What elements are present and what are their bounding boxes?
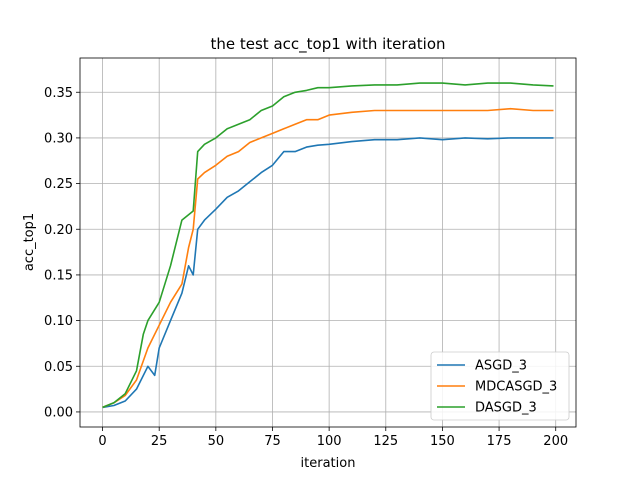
legend-label: MDCASGD_3: [475, 380, 557, 395]
y-tick-label: 0.25: [44, 177, 73, 192]
y-tick-label: 0.30: [44, 131, 73, 146]
x-axis-ticks: 0 25 50 75 100 125 150 175 200: [98, 427, 568, 449]
legend-box: [430, 351, 570, 421]
x-tick-label: 175: [487, 434, 512, 449]
x-tick-label: 200: [543, 434, 568, 449]
x-tick-label: 150: [430, 434, 455, 449]
series-line-DASGD_3: [102, 82, 554, 409]
y-tick-label: 0.35: [44, 86, 73, 101]
chart-title: the test acc_top1 with iteration: [211, 35, 446, 54]
y-tick-label: 0.00: [44, 405, 73, 420]
legend-label: DASGD_3: [475, 401, 537, 416]
series-line-MDCASGD_3: [102, 107, 554, 409]
legend-label: ASGD_3: [475, 359, 527, 374]
plot-area-frame: [79, 57, 577, 428]
x-tick-label: 100: [317, 434, 342, 449]
y-tick-label: 0.05: [44, 360, 73, 375]
y-tick-label: 0.15: [44, 268, 73, 283]
series-lines: [102, 82, 554, 409]
y-tick-label: 0.20: [44, 223, 73, 238]
series-line-ASGD_3: [102, 137, 554, 409]
y-tick-label: 0.10: [44, 314, 73, 329]
x-axis-label: iteration: [301, 456, 356, 471]
x-tick-label: 50: [208, 434, 225, 449]
x-tick-label: 25: [151, 434, 168, 449]
y-axis-label: acc_top1: [22, 213, 37, 271]
legend: ASGD_3 MDCASGD_3 DASGD_3: [430, 351, 570, 421]
x-tick-label: 125: [373, 434, 398, 449]
x-tick-label: 75: [264, 434, 281, 449]
y-axis-ticks: 0.00 0.05 0.10 0.15 0.20 0.25 0.30 0.35: [44, 86, 80, 420]
x-tick-label: 0: [98, 434, 106, 449]
